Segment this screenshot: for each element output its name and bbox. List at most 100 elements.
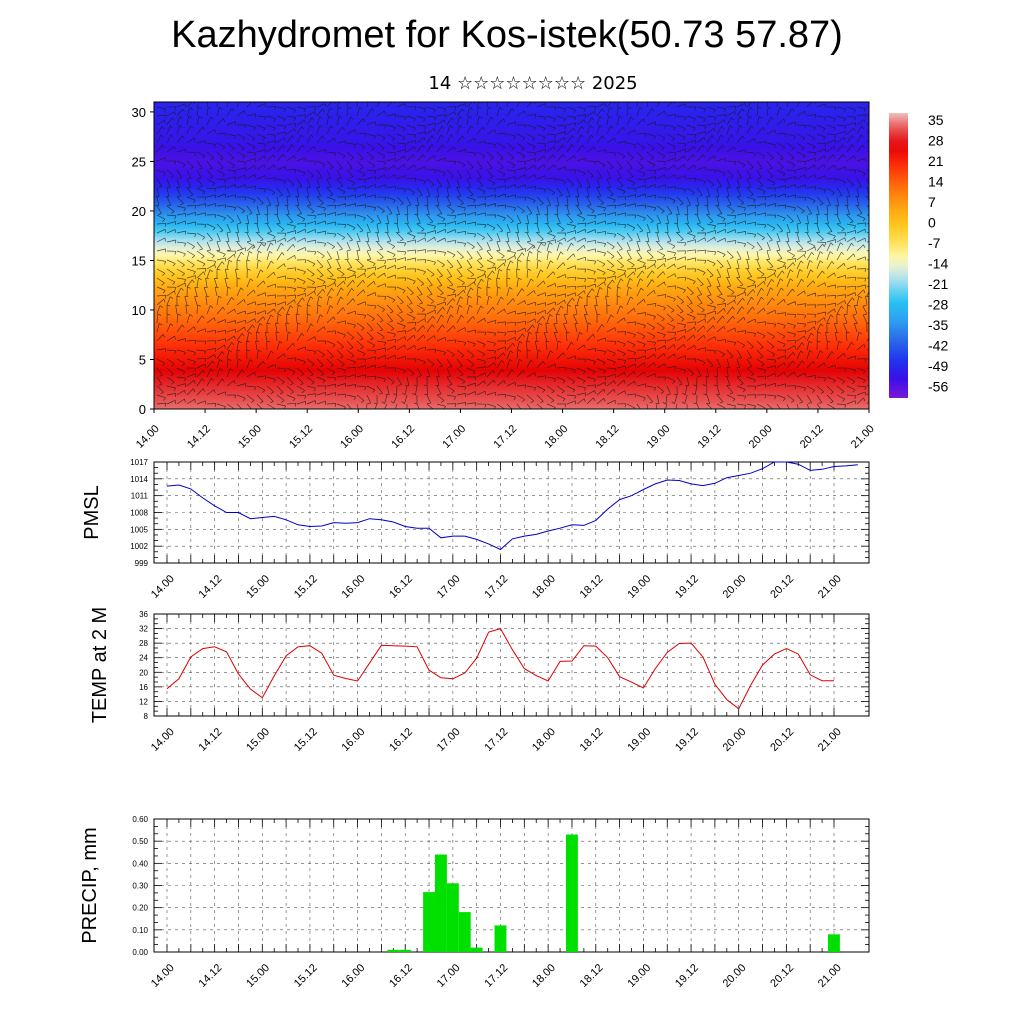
y-tick-label: 1008 xyxy=(130,509,148,518)
colorbar-label: -14 xyxy=(928,256,948,272)
y-tick-label: 5 xyxy=(139,352,146,367)
y-tick-label: 0.00 xyxy=(132,948,148,957)
x-tick-label: 15.12 xyxy=(292,962,320,990)
y-tick-label: 20 xyxy=(132,204,146,219)
precip-bar xyxy=(423,892,435,952)
x-tick-label: 17.00 xyxy=(440,423,468,451)
colorbar-label: -42 xyxy=(928,338,948,354)
precip-bar xyxy=(387,949,400,952)
y-tick-label: 0.30 xyxy=(132,882,148,891)
x-tick-label: 17.12 xyxy=(482,573,510,601)
precip-bar xyxy=(458,912,471,952)
colorbar-label: 14 xyxy=(928,174,944,190)
x-tick-label: 14.00 xyxy=(134,423,162,451)
x-tick-label: 19.12 xyxy=(696,423,724,451)
colorbar-label: 35 xyxy=(928,112,944,128)
colorbar-label: -7 xyxy=(928,235,941,251)
colorbar-label: 28 xyxy=(928,133,944,149)
x-tick-label: 15.12 xyxy=(292,573,320,601)
colorbar-label: -49 xyxy=(928,358,948,374)
y-tick-label: 0 xyxy=(139,402,146,417)
grid xyxy=(154,818,869,953)
precip-bar xyxy=(494,925,507,952)
x-tick-label: 15.12 xyxy=(287,423,315,451)
y-tick-label: 12 xyxy=(139,697,148,706)
x-tick-label: 19.00 xyxy=(625,962,653,990)
tick-marks xyxy=(154,818,869,953)
x-tick-label: 14.00 xyxy=(149,726,177,754)
x-tick-label: 16.12 xyxy=(387,962,415,990)
colorbar: 35 28 21 14 7 0 -7 -14 -21 -28 -35 -42 -49 -56 xyxy=(889,112,948,398)
precip-panel: 0.00 0.10 0.20 0.30 0.40 0.50 0.60 14.00 14.12 15… xyxy=(79,815,870,990)
x-tick-label: 21.00 xyxy=(816,962,844,990)
pmsl-panel: 999 1002 1005 1008 1011 1014 1017 14.00 14.12 15.… xyxy=(81,458,870,601)
x-tick-label: 15.12 xyxy=(292,726,320,754)
x-tick-label: 20.12 xyxy=(768,726,796,754)
x-tick-label: 18.00 xyxy=(530,573,558,601)
x-tick-label: 15.00 xyxy=(236,423,264,451)
x-tick-label: 20.00 xyxy=(747,423,775,451)
colorbar-label: -35 xyxy=(928,317,948,333)
x-tick-label: 20.12 xyxy=(768,962,796,990)
x-tick-label: 16.12 xyxy=(387,573,415,601)
y-tick-label: 0.10 xyxy=(132,926,148,935)
x-tick-label: 15.00 xyxy=(244,962,272,990)
x-tick-label: 18.12 xyxy=(578,573,606,601)
colorbar-label: -28 xyxy=(928,297,948,313)
x-tick-label: 17.00 xyxy=(435,726,463,754)
x-tick-label: 17.12 xyxy=(482,726,510,754)
pmsl-line xyxy=(166,461,858,551)
panel-frame xyxy=(153,613,870,717)
precip-bar xyxy=(470,947,483,952)
x-tick-label: 16.00 xyxy=(339,726,367,754)
x-tick-label: 20.00 xyxy=(721,962,749,990)
precip-bar xyxy=(435,854,447,952)
y-tick-label: 1002 xyxy=(130,542,148,551)
y-tick-label: 8 xyxy=(144,712,149,721)
x-tick-label: 18.12 xyxy=(578,726,606,754)
colorbar-label: 7 xyxy=(928,194,936,210)
x-tick-label: 21.00 xyxy=(849,423,877,451)
y-axis-label: PMSL xyxy=(81,485,103,539)
chart-title: Kazhydromet for Kos-istek(50.73 57.87) xyxy=(171,14,843,56)
x-tick-label: 17.00 xyxy=(435,573,463,601)
x-tick-label: 14.12 xyxy=(197,573,225,601)
x-tick-label: 20.00 xyxy=(721,573,749,601)
y-tick-label: 24 xyxy=(139,654,148,663)
x-tick-label: 20.00 xyxy=(721,726,749,754)
x-tick-label: 18.12 xyxy=(594,423,622,451)
temp-panel: 8 12 16 20 24 28 32 36 14.00 14.12 15.00 15.12 16.00… xyxy=(89,607,870,754)
x-tick-label: 17.12 xyxy=(482,962,510,990)
x-tick-label: 19.00 xyxy=(645,423,673,451)
x-tick-label: 14.12 xyxy=(197,962,225,990)
cross-section-panel: 0 5 10 15 20 25 30 14.00 14.12 15.00 15.12 16.00 16.… xyxy=(132,101,877,451)
y-tick-label: 0.50 xyxy=(132,837,148,846)
x-tick-label: 19.12 xyxy=(673,573,701,601)
x-tick-label: 15.00 xyxy=(244,573,272,601)
y-tick-label: 999 xyxy=(135,559,149,568)
x-tick-label: 14.12 xyxy=(197,726,225,754)
colorbar-label: 0 xyxy=(928,215,936,231)
y-axis-label: TEMP at 2 M xyxy=(89,607,111,723)
colorbar-label: -56 xyxy=(928,379,948,395)
y-tick-label: 30 xyxy=(132,105,146,120)
x-tick-label: 18.00 xyxy=(530,962,558,990)
x-tick-label: 19.12 xyxy=(673,962,701,990)
y-tick-label: 1005 xyxy=(130,525,148,534)
y-tick-label: 32 xyxy=(139,625,148,634)
y-tick-label: 0.60 xyxy=(132,815,148,824)
x-tick-label: 21.00 xyxy=(816,726,844,754)
x-tick-label: 21.00 xyxy=(816,573,844,601)
grid xyxy=(154,461,869,564)
colorbar-label: -21 xyxy=(928,276,948,292)
y-tick-label: 10 xyxy=(132,303,146,318)
x-tick-label: 14.00 xyxy=(149,962,177,990)
colorbar-label: 21 xyxy=(928,153,944,169)
y-tick-label: 1014 xyxy=(130,475,148,484)
precip-bar xyxy=(399,949,412,952)
x-tick-label: 19.00 xyxy=(625,726,653,754)
x-tick-label: 18.00 xyxy=(530,726,558,754)
grid xyxy=(154,613,869,717)
y-tick-label: 28 xyxy=(139,639,148,648)
